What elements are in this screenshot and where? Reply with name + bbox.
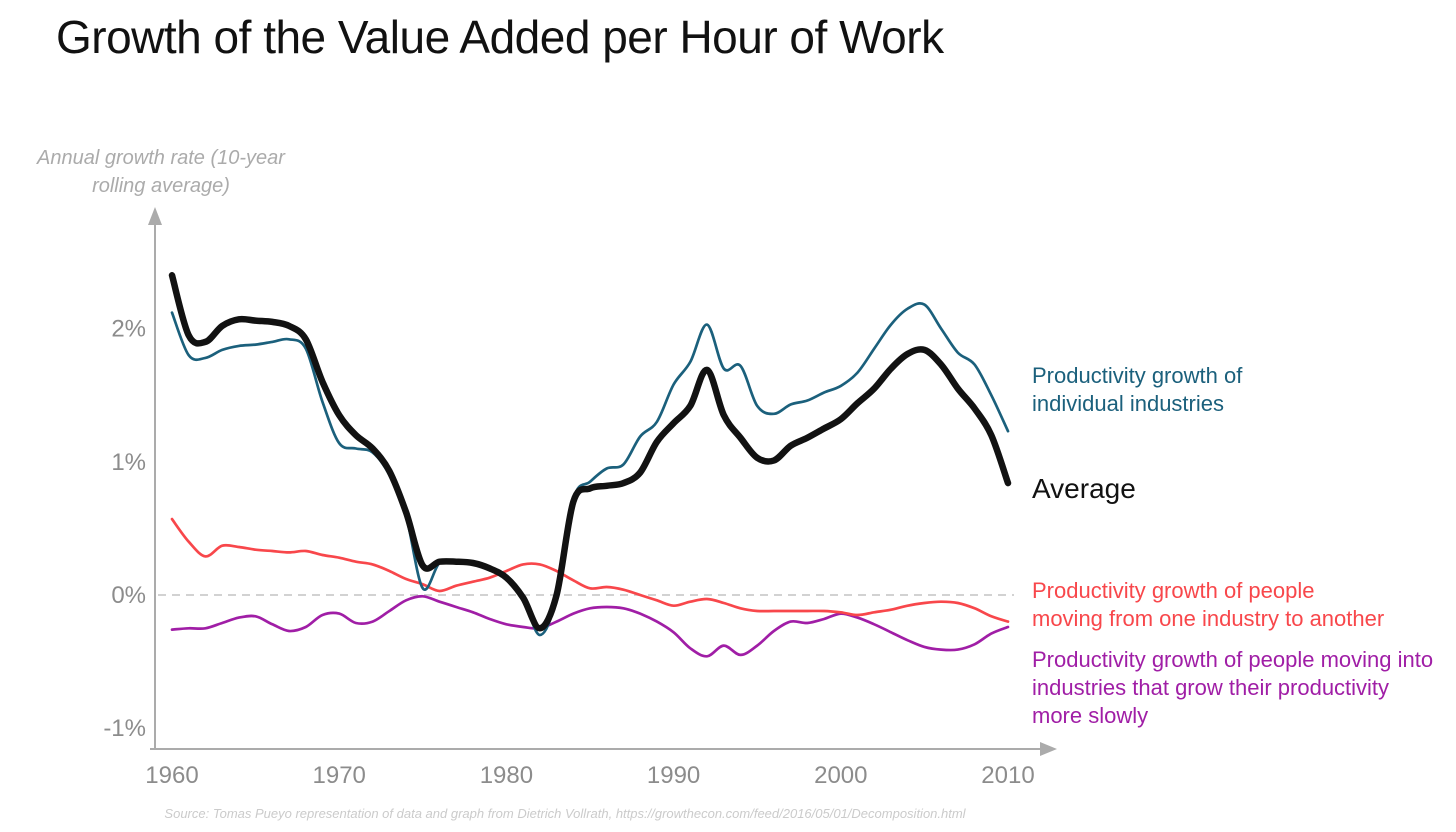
y-axis-label: Annual growth rate (10-year rolling aver… (37, 147, 285, 197)
x-tick-label: 1960 (145, 762, 198, 789)
series-lines (168, 272, 1012, 658)
y-tick-label: 2% (111, 316, 146, 343)
series-line-into_slower (170, 594, 1010, 658)
series-line-average (168, 272, 1012, 632)
y-tick-label: 0% (111, 582, 146, 609)
x-tick-label: 1970 (313, 762, 366, 789)
x-tick-label: 1990 (647, 762, 700, 789)
x-tick-label: 2000 (814, 762, 867, 789)
x-axis-arrow-icon (1040, 742, 1057, 756)
x-tick-label: 1980 (480, 762, 533, 789)
axis-ticks: 1960 1970 1980 1990 2000 2010 2% 1% 0% -1% (103, 316, 1034, 789)
series-line-between (170, 517, 1010, 623)
y-tick-label: -1% (103, 715, 146, 742)
label-industries: Productivity growth of individual indust… (1032, 363, 1243, 416)
x-tick-label: 2010 (981, 762, 1034, 789)
source-note: Source: Tomas Pueyo representation of da… (164, 806, 966, 821)
label-into-slower: Productivity growth of people moving int… (1032, 647, 1434, 728)
series-line-industries (170, 302, 1010, 637)
page-title: Growth of the Value Added per Hour of Wo… (56, 11, 944, 63)
y-axis-arrow-icon (148, 207, 162, 225)
label-between: Productivity growth of people moving fro… (1032, 578, 1385, 631)
label-average: Average (1032, 473, 1136, 504)
y-tick-label: 1% (111, 449, 146, 476)
